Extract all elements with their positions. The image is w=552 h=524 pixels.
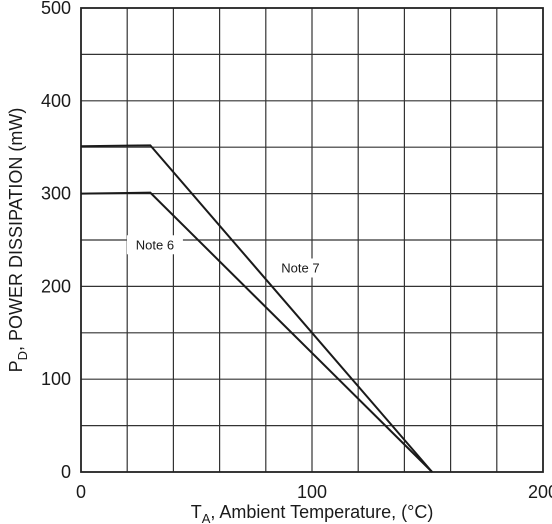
series-line-note-6	[80, 191, 433, 473]
x-axis-label-main: T	[191, 502, 202, 522]
annotation-background	[272, 258, 329, 278]
y-tick-label: 300	[41, 184, 71, 204]
annotation-label: Note 6	[136, 237, 174, 252]
y-axis-label: PD, POWER DISSIPATION (mW)	[6, 108, 30, 373]
y-tick-labels: 0 100 200 300 400 500	[41, 0, 71, 482]
y-axis-label-rest: , POWER DISSIPATION (mW)	[6, 108, 26, 351]
x-tick-label: 200	[528, 482, 552, 502]
plot-border	[80, 7, 544, 473]
series-lines	[80, 144, 433, 473]
y-axis-label-main: P	[6, 360, 26, 372]
annotation-label: Note 7	[281, 260, 319, 275]
x-axis-label-rest: , Ambient Temperature, (°C)	[210, 502, 433, 522]
x-axis-label-subscript: A	[202, 511, 211, 524]
x-tick-label: 100	[297, 482, 327, 502]
series-line-note-7	[80, 144, 433, 473]
x-tick-label: 0	[76, 482, 86, 502]
grid-lines	[81, 8, 543, 472]
y-tick-label: 400	[41, 91, 71, 111]
y-axis-label-subscript: D	[15, 351, 30, 360]
annotations: Note 6 Note 7	[126, 235, 329, 278]
y-tick-label: 100	[41, 369, 71, 389]
y-tick-label: 500	[41, 0, 71, 18]
y-tick-label: 0	[61, 462, 71, 482]
x-tick-labels: 0 100 200	[76, 482, 552, 502]
y-tick-label: 200	[41, 276, 71, 296]
plot-frame	[80, 7, 544, 473]
annotation-background	[126, 235, 183, 255]
x-axis-label: TA, Ambient Temperature, (°C)	[191, 502, 434, 524]
